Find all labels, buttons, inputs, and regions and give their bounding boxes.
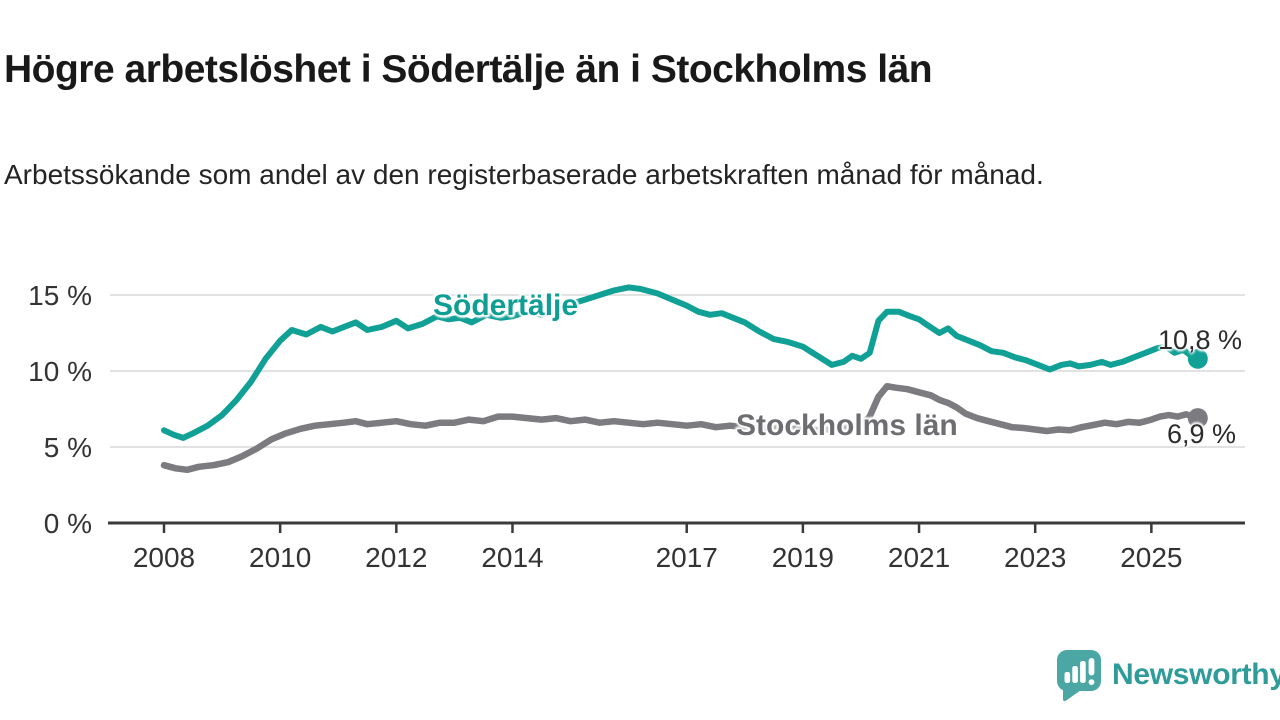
svg-text:2021: 2021 [888,542,950,573]
svg-text:2025: 2025 [1120,542,1182,573]
newsworthy-icon [1057,650,1101,702]
svg-text:10 %: 10 % [28,356,92,387]
series-label-sodertalje: Södertälje [433,289,579,322]
svg-text:5 %: 5 % [44,432,92,463]
end-value-sodertalje: 10,8 % [1158,325,1243,355]
svg-text:2014: 2014 [481,542,543,573]
svg-text:2017: 2017 [656,542,718,573]
end-value-stockholms-lan: 6,9 % [1167,419,1237,449]
chart-subtitle: Arbetssökande som andel av den registerb… [4,159,1044,190]
chart-title: Högre arbetslöshet i Södertälje än i Sto… [4,48,933,92]
svg-text:2010: 2010 [249,542,311,573]
svg-text:2019: 2019 [772,542,834,573]
newsworthy-wordmark: Newsworthy [1112,658,1280,691]
svg-text:2012: 2012 [365,542,427,573]
svg-text:15 %: 15 % [28,280,92,311]
svg-text:2023: 2023 [1004,542,1066,573]
newsworthy-logo: Newsworthy [1054,646,1280,704]
svg-text:0 %: 0 % [44,508,92,539]
svg-text:2008: 2008 [133,542,195,573]
series-label-stockholms-lan: Stockholms län [736,409,958,442]
